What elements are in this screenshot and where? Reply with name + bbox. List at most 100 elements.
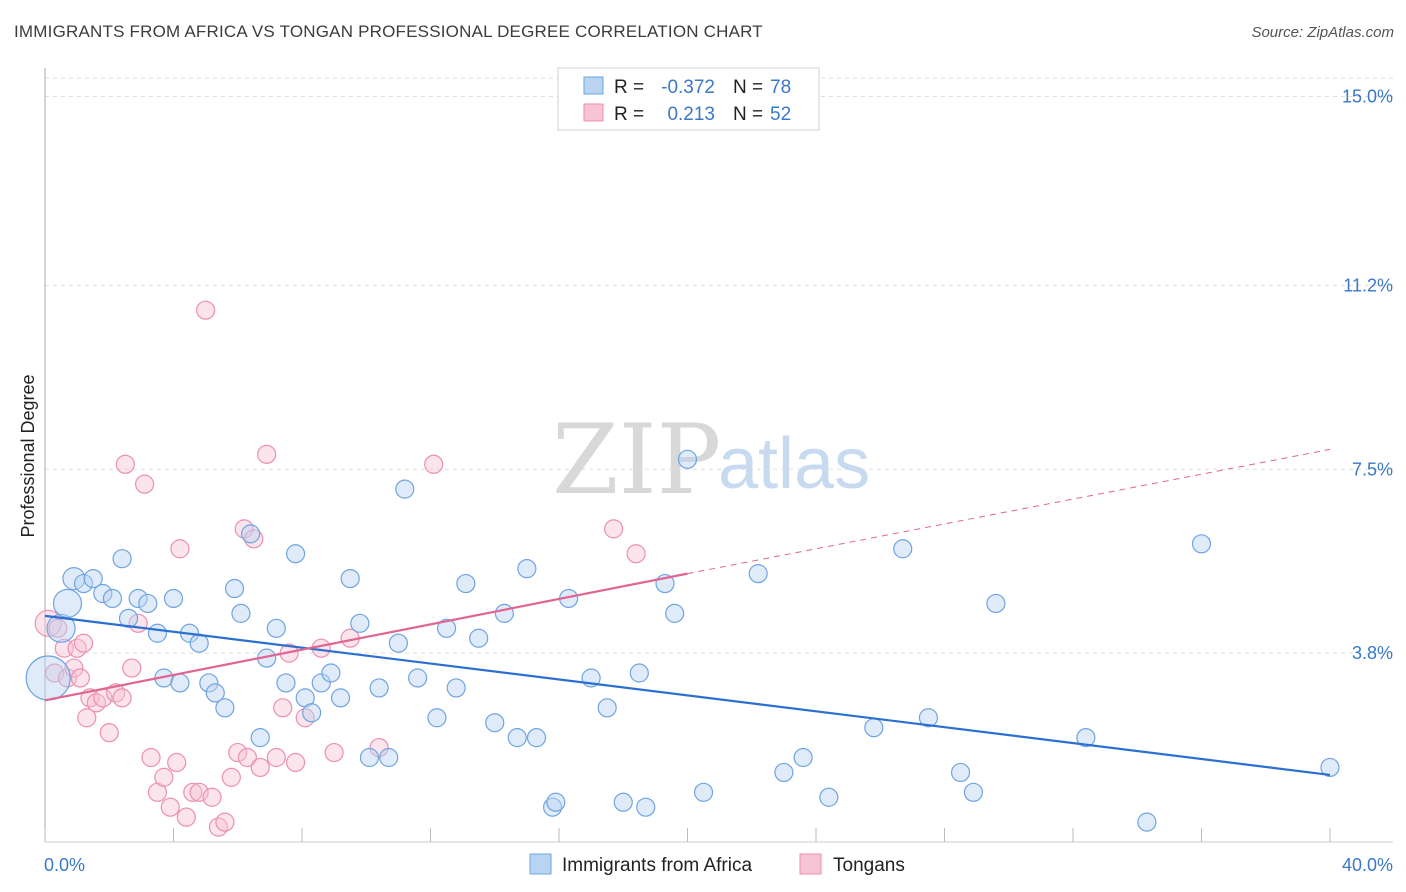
legend-r-value-1: -0.372 [661, 77, 715, 98]
africa-point-40 [395, 479, 415, 499]
africa-point-31 [311, 673, 331, 693]
tongans-point-51 [626, 544, 646, 564]
africa-point-50 [517, 559, 537, 579]
y-axis-label: Professional Degree [18, 374, 38, 537]
africa-point-36 [359, 747, 380, 768]
africa-point-32 [321, 663, 341, 683]
legend-r-value-2: 0.213 [667, 104, 715, 125]
series-legend: Immigrants from Africa Tongans [529, 853, 905, 876]
africa-point-59 [636, 797, 656, 817]
africa-point-64 [748, 564, 768, 584]
africa-point-74 [1076, 728, 1096, 748]
africa-point-41 [408, 668, 428, 688]
tongans-point-32 [215, 812, 235, 832]
tongans-point-6 [67, 638, 87, 658]
africa-point-4 [73, 573, 94, 594]
africa-points [25, 449, 1340, 832]
chart-source: Source: ZipAtlas.com [1251, 24, 1394, 41]
africa-point-65 [774, 762, 794, 783]
tongans-point-33 [221, 767, 241, 787]
tongans-point-44 [295, 708, 315, 728]
africa-point-45 [456, 573, 476, 594]
africa-point-21 [224, 578, 245, 599]
africa-point-2 [52, 588, 83, 619]
tongans-point-40 [266, 747, 286, 768]
tongans-point-49 [424, 454, 444, 474]
africa-point-57 [613, 792, 633, 812]
tongans-point-23 [160, 797, 180, 817]
watermark-atlas: atlas [718, 424, 870, 504]
africa-point-67 [819, 787, 839, 807]
africa-point-68 [864, 718, 884, 738]
africa-point-26 [266, 618, 286, 638]
africa-point-43 [436, 618, 457, 638]
africa-point-75 [1137, 812, 1157, 832]
africa-point-66 [793, 747, 813, 768]
tongans-point-9 [77, 708, 97, 728]
africa-point-10 [128, 588, 148, 609]
tongans-point-31 [208, 817, 229, 837]
africa-point-17 [189, 633, 209, 653]
tongans-point-24 [167, 752, 187, 773]
chart-title: IMMIGRANTS FROM AFRICA VS TONGAN PROFESS… [14, 22, 763, 41]
africa-point-51 [526, 728, 547, 748]
africa-point-9 [118, 608, 139, 628]
tongans-point-35 [234, 519, 254, 539]
africa-point-20 [215, 698, 235, 718]
x-tick-label-0: 0.0% [44, 855, 85, 875]
africa-point-69 [893, 539, 913, 559]
africa-point-5 [83, 568, 103, 589]
y-tick-label-1: 7.5% [1352, 459, 1393, 479]
africa-point-53 [546, 792, 566, 812]
africa-point-0 [25, 655, 71, 701]
legend-r-label-1: R = [614, 77, 644, 98]
tongans-point-28 [189, 782, 209, 802]
africa-point-27 [276, 673, 296, 693]
africa-point-77 [1320, 757, 1340, 778]
africa-point-56 [597, 698, 617, 718]
tongans-point-41 [273, 698, 293, 718]
africa-point-28 [285, 544, 306, 564]
gridlines [45, 77, 1393, 654]
tongans-point-19 [134, 474, 155, 494]
tongans-point-20 [141, 747, 161, 768]
x-tick-label-1: 40.0% [1342, 855, 1393, 875]
tongans-point-30 [202, 787, 222, 807]
africa-point-33 [330, 688, 351, 708]
africa-point-15 [170, 673, 190, 693]
tongans-trend-line [44, 572, 688, 702]
tongans-point-8 [73, 633, 94, 653]
africa-point-63 [693, 782, 714, 802]
legend-swatch-pink [583, 103, 604, 122]
africa-point-35 [350, 613, 370, 633]
bottom-legend-swatch-blue [529, 853, 552, 875]
africa-point-48 [494, 603, 514, 623]
africa-point-34 [340, 568, 360, 589]
bottom-legend-label-tongans: Tongans [833, 855, 905, 876]
tongans-point-38 [250, 757, 270, 778]
africa-trend-line [44, 614, 1331, 776]
watermark-zip: ZIP [552, 404, 721, 516]
axes [44, 68, 1393, 843]
tongans-point-25 [170, 539, 190, 559]
tongans-point-46 [324, 742, 344, 763]
africa-point-72 [963, 782, 984, 802]
y-tick-label-0: 3.8% [1352, 643, 1393, 663]
africa-point-42 [427, 708, 447, 728]
africa-point-8 [112, 549, 132, 569]
watermark: ZIP atlas [552, 404, 870, 516]
bottom-legend-swatch-pink [799, 853, 822, 875]
tongans-point-34 [228, 742, 248, 763]
trend-lines [44, 448, 1331, 776]
africa-point-14 [163, 588, 184, 609]
africa-point-49 [507, 728, 527, 748]
africa-point-38 [379, 747, 399, 768]
africa-point-22 [231, 603, 251, 623]
africa-point-46 [469, 628, 489, 648]
tongans-point-17 [122, 658, 142, 678]
africa-point-12 [147, 623, 168, 643]
tongans-point-1 [45, 663, 65, 683]
africa-point-6 [93, 583, 113, 604]
africa-point-39 [388, 633, 408, 653]
